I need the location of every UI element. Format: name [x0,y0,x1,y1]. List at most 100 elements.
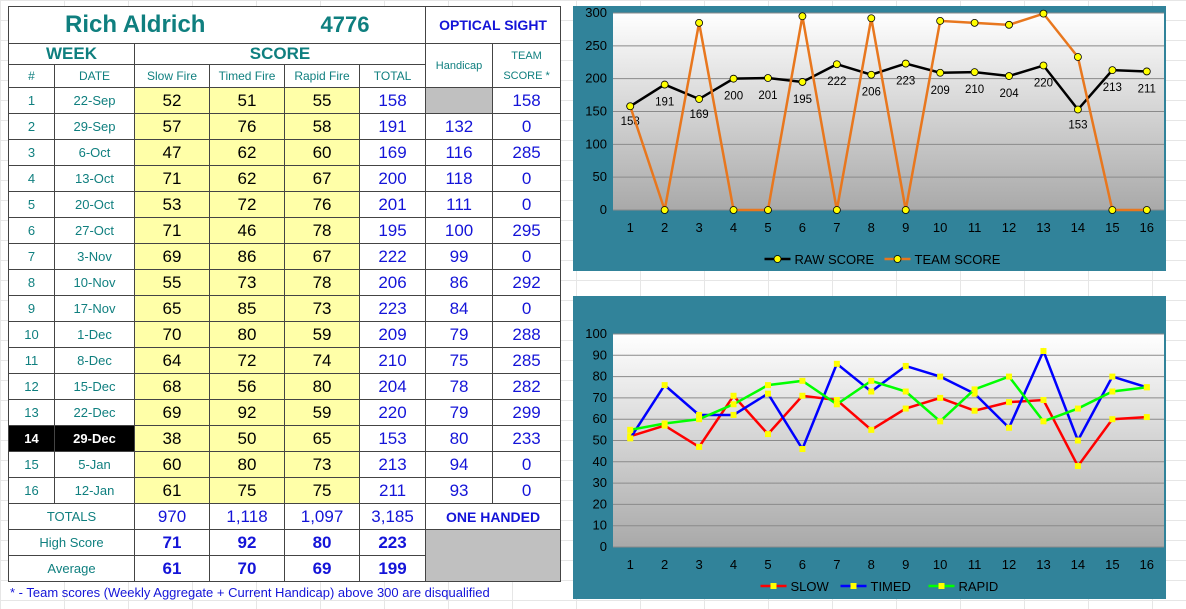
data-point [902,405,909,412]
row-rapid: 80 [284,373,361,400]
y-tick-label: 100 [585,326,607,341]
x-tick-label: 12 [1002,557,1016,572]
average-label: Average [8,555,135,582]
legend-label: TIMED [871,579,911,594]
row-team-score: 288 [492,321,562,348]
x-tick-label: 5 [764,220,771,235]
row-slow: 57 [134,113,210,140]
row-handicap: 100 [425,217,494,244]
series-line-rapid [629,375,1147,432]
data-point [833,360,840,367]
row-num: 16 [8,477,55,504]
data-point [660,80,669,89]
data-point [696,411,703,418]
row-total: 206 [359,269,427,296]
table-row: 2 29-Sep 57 76 58 191 132 0 [8,113,562,140]
x-tick-label: 15 [1105,220,1119,235]
row-num: 1 [8,87,55,114]
row-team-score: 0 [492,451,562,478]
row-date: 5-Jan [54,451,135,478]
row-slow: 55 [134,269,210,296]
x-tick-label: 1 [627,557,634,572]
row-total: 200 [359,165,427,192]
row-timed: 56 [208,373,286,400]
data-point [1109,373,1116,380]
row-slow: 38 [134,425,210,452]
row-rapid: 55 [284,87,361,114]
row-timed: 51 [208,87,286,114]
high-score-label: High Score [8,529,135,556]
fire-type-chart: 0 10 20 30 40 50 60 70 80 90 100 1 2 3 4 5 6 7 8 9 10 11 12 13 1… [573,296,1166,599]
row-timed: 50 [208,425,286,452]
data-point [799,392,806,399]
col-header-num: # [8,64,55,88]
x-tick-label: 16 [1140,557,1154,572]
series-line-raw-score [629,62,1147,112]
row-total: 191 [359,113,427,140]
row-date: 17-Nov [54,295,135,322]
avg-timed: 70 [208,555,286,582]
data-point [867,70,876,79]
one-handed-label: ONE HANDED [425,503,562,530]
row-team-score: 285 [492,347,562,374]
score-header: SCORE [133,43,427,65]
row-date: 15-Dec [54,373,135,400]
row-timed: 46 [208,217,286,244]
row-team-score: 0 [492,191,562,218]
x-tick-label: 11 [968,220,982,235]
row-rapid: 60 [284,139,361,166]
row-num: 6 [8,217,55,244]
row-date: 1-Dec [54,321,135,348]
row-slow: 61 [134,477,210,504]
data-point [901,206,910,214]
x-tick-label: 16 [1140,220,1154,235]
data-point [661,382,668,389]
totals-label: TOTALS [8,503,135,530]
row-rapid: 73 [284,295,361,322]
legend-marker [773,255,782,263]
data-point [1108,206,1117,214]
row-date: 3-Nov [54,243,135,270]
avg-slow: 61 [134,555,210,582]
data-point [729,206,738,214]
row-slow: 71 [134,165,210,192]
data-point [1143,384,1150,391]
row-slow: 64 [134,347,210,374]
data-point [627,426,634,433]
y-tick-label: 90 [593,347,607,362]
data-point [1142,67,1151,76]
row-handicap: 78 [425,373,494,400]
score-table: Rich Aldrich 4776 OPTICAL SIGHT WEEK SCO… [7,6,562,582]
row-date: 27-Oct [54,217,135,244]
row-num: 12 [8,373,55,400]
series-line-team-score [629,12,1147,212]
row-total: 158 [359,87,427,114]
x-tick-label: 14 [1071,557,1085,572]
table-row: 11 8-Dec 64 72 74 210 75 285 [8,347,562,374]
data-point [1109,416,1116,423]
high-total: 223 [359,529,427,556]
row-date: 29-Dec [54,425,135,452]
legend-marker [770,583,777,589]
row-handicap: 75 [425,347,494,374]
table-row: 15 5-Jan 60 80 73 213 94 0 [8,451,562,478]
x-tick-label: 13 [1036,557,1050,572]
data-point [799,377,806,384]
row-total: 223 [359,295,427,322]
col-header-date: DATE [54,64,135,88]
x-tick-label: 6 [799,220,806,235]
row-total: 211 [359,477,427,504]
data-point [1040,348,1047,355]
row-rapid: 58 [284,113,361,140]
data-point [661,420,668,427]
data-point [937,418,944,425]
table-row: 1 22-Sep 52 51 55 158 158 [8,87,562,114]
x-tick-label: 7 [833,220,840,235]
data-point [1074,53,1082,61]
data-label: 153 [1068,120,1087,132]
row-handicap: 79 [425,399,494,426]
series-line-slow [629,393,1147,469]
data-point [1108,66,1117,75]
data-label: 200 [724,91,743,103]
